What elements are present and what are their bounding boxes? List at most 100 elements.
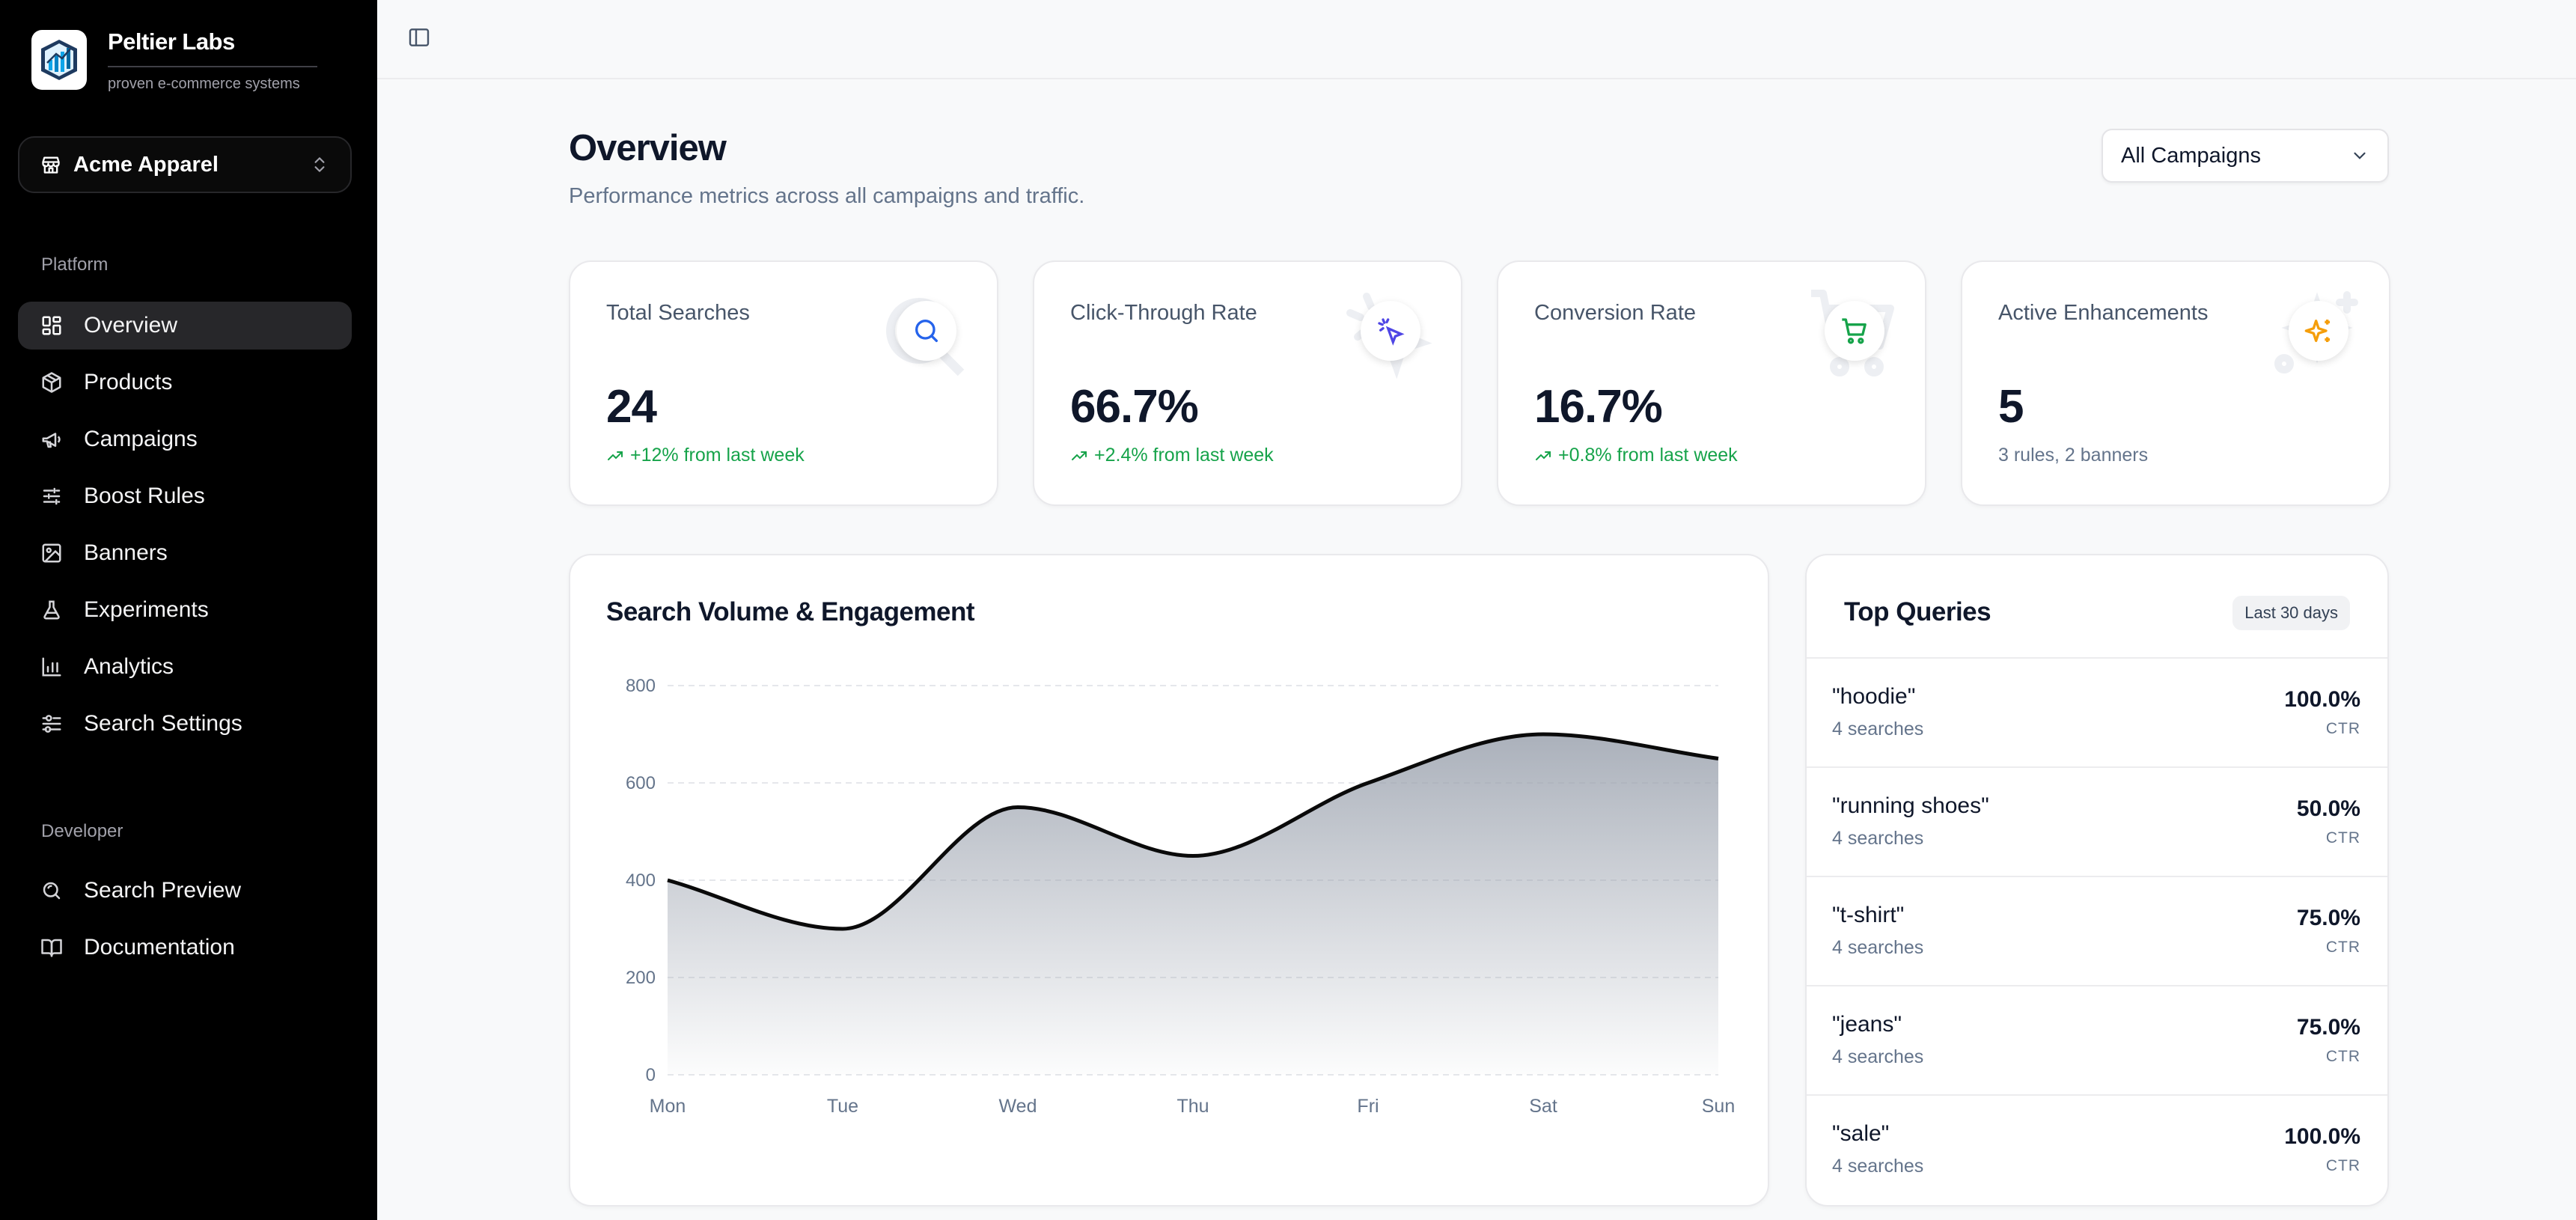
ctr-label: CTR — [2325, 720, 2360, 737]
stat-delta-text: +12% from last week — [630, 445, 805, 466]
sidebar-item-experiments[interactable]: Experiments — [18, 586, 352, 634]
page-subtitle: Performance metrics across all campaigns… — [569, 184, 1085, 208]
chevrons-up-down-icon — [310, 155, 329, 174]
query-ctr: 50.0% — [2296, 796, 2360, 821]
x-tick-label: Mon — [650, 1096, 686, 1117]
query-ctr: 75.0% — [2296, 906, 2360, 930]
search-volume-chart-card: Search Volume & Engagement 0 200 400 600 800… — [569, 554, 1769, 1207]
stat-delta-text: 3 rules, 2 banners — [1998, 445, 2149, 466]
sidebar-item-label: Banners — [84, 540, 168, 565]
flask-icon — [40, 599, 63, 621]
store-selector[interactable]: Acme Apparel — [18, 136, 352, 193]
stat-title: Active Enhancements — [1998, 301, 2209, 325]
query-count: 4 searches — [1832, 1046, 1924, 1067]
query-count: 4 searches — [1832, 1156, 1924, 1177]
query-row[interactable]: "hoodie" 4 searches 100.0% CTR — [1807, 659, 2387, 768]
top-bar — [377, 0, 2576, 79]
top-queries-card: Top Queries Last 30 days "hoodie" 4 sear… — [1805, 554, 2389, 1207]
package-icon — [40, 371, 63, 394]
sidebar-item-overview[interactable]: Overview — [18, 302, 352, 350]
image-icon — [40, 542, 63, 564]
sidebar-item-label: Boost Rules — [84, 484, 205, 508]
page-title: Overview — [569, 128, 727, 168]
ctr-label: CTR — [2325, 1048, 2360, 1065]
brand-logo — [31, 30, 87, 90]
stat-title: Click-Through Rate — [1070, 301, 1257, 325]
query-ctr: 75.0% — [2296, 1015, 2360, 1040]
sidebar-item-products[interactable]: Products — [18, 359, 352, 406]
sidebar-item-analytics[interactable]: Analytics — [18, 643, 352, 691]
platform-nav: Overview Products Campaigns Boost Rules … — [18, 302, 352, 757]
sidebar-item-label: Campaigns — [84, 427, 198, 451]
stat-delta: +0.8% from last week — [1534, 445, 1738, 466]
query-row[interactable]: "t-shirt" 4 searches 75.0% CTR — [1807, 877, 2387, 986]
query-text: "hoodie" — [1832, 684, 1916, 709]
sidebar-item-documentation[interactable]: Documentation — [18, 924, 352, 972]
stat-delta-text: +2.4% from last week — [1094, 445, 1274, 466]
campaign-filter-select[interactable]: All Campaigns — [2102, 129, 2389, 183]
query-text: "running shoes" — [1832, 793, 1989, 818]
stat-card-active-enhancements: Active Enhancements 5 3 rules, 2 banners — [1961, 260, 2390, 506]
search-icon — [880, 289, 970, 379]
brand[interactable]: Peltier Labs proven e-commerce systems — [31, 27, 317, 93]
sidebar-item-campaigns[interactable]: Campaigns — [18, 415, 352, 463]
trending-up-icon — [606, 447, 624, 465]
sidebar-item-label: Overview — [84, 313, 178, 338]
sidebar-item-label: Experiments — [84, 597, 209, 622]
settings-sliders-icon — [40, 713, 63, 735]
sliders-icon — [40, 485, 63, 507]
sidebar-item-boost-rules[interactable]: Boost Rules — [18, 472, 352, 520]
megaphone-icon — [40, 428, 63, 451]
platform-section-label: Platform — [41, 254, 109, 275]
x-tick-label: Thu — [1176, 1096, 1209, 1117]
top-queries-title: Top Queries — [1844, 597, 1991, 626]
sidebar-toggle-icon[interactable] — [407, 25, 431, 49]
stat-delta-text: +0.8% from last week — [1558, 445, 1738, 466]
developer-section-label: Developer — [41, 821, 123, 841]
x-tick-label: Tue — [827, 1096, 858, 1117]
stat-delta: +2.4% from last week — [1070, 445, 1274, 466]
query-row[interactable]: "jeans" 4 searches 75.0% CTR — [1807, 986, 2387, 1096]
developer-nav: Search Preview Documentation — [18, 867, 352, 980]
query-row[interactable]: "sale" 4 searches 100.0% CTR — [1807, 1096, 2387, 1205]
shopping-cart-icon — [1808, 289, 1898, 379]
trending-up-icon — [1070, 447, 1088, 465]
store-icon — [40, 154, 61, 175]
stat-card-conversion-rate: Conversion Rate 16.7% +0.8% from last we… — [1497, 260, 1926, 506]
query-row[interactable]: "running shoes" 4 searches 50.0% CTR — [1807, 768, 2387, 877]
y-tick-label: 600 — [626, 773, 656, 793]
sidebar: Peltier Labs proven e-commerce systems A… — [0, 0, 377, 1220]
x-tick-label: Sat — [1529, 1096, 1557, 1117]
campaign-filter-value: All Campaigns — [2121, 143, 2261, 168]
sidebar-item-search-preview[interactable]: Search Preview — [18, 867, 352, 915]
search-volume-chart: 0 200 400 600 800 Mon Tue Wed Thu Fri Sat Sun — [626, 676, 1735, 1117]
sidebar-item-banners[interactable]: Banners — [18, 529, 352, 577]
cursor-click-icon — [1344, 289, 1434, 379]
stat-title: Conversion Rate — [1534, 301, 1696, 325]
chart-title: Search Volume & Engagement — [606, 597, 975, 626]
stat-value: 66.7% — [1070, 381, 1199, 433]
y-tick-label: 400 — [626, 870, 656, 891]
top-queries-header: Top Queries Last 30 days — [1807, 555, 2387, 659]
chevron-down-icon — [2354, 152, 2366, 159]
query-count: 4 searches — [1832, 828, 1924, 849]
sidebar-item-search-settings[interactable]: Search Settings — [18, 700, 352, 748]
grid-icon — [40, 314, 63, 337]
book-icon — [40, 936, 63, 959]
series-line[interactable] — [667, 732, 1719, 931]
x-tick-label: Fri — [1357, 1096, 1379, 1117]
y-tick-label: 200 — [626, 968, 656, 988]
query-count: 4 searches — [1832, 937, 1924, 958]
brand-name: Peltier Labs — [108, 28, 235, 55]
store-name: Acme Apparel — [73, 152, 219, 177]
query-ctr: 100.0% — [2284, 1124, 2360, 1149]
stat-card-total-searches: Total Searches 24 +12% from last week — [569, 260, 998, 506]
x-tick-label: Sun — [1702, 1096, 1735, 1117]
query-text: "sale" — [1832, 1121, 1890, 1146]
stat-delta: +12% from last week — [606, 445, 805, 466]
y-tick-label: 800 — [626, 676, 656, 696]
x-tick-label: Wed — [999, 1096, 1037, 1117]
search-icon — [40, 879, 63, 902]
area-fill — [668, 734, 1718, 1075]
query-count: 4 searches — [1832, 719, 1924, 739]
